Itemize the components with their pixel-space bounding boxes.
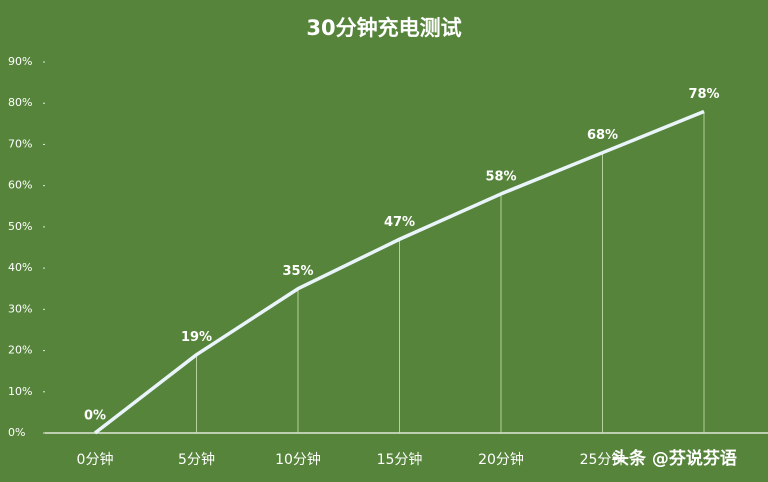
y-tick-label: 10%: [8, 385, 32, 398]
y-tick-label: 90%: [8, 55, 32, 68]
x-tick-label: 20分钟: [478, 451, 524, 468]
y-tick-label: 50%: [8, 220, 32, 233]
y-tick-label: 60%: [8, 179, 32, 192]
data-label: 35%: [282, 264, 313, 279]
y-tick-label: 40%: [8, 261, 32, 274]
y-tick-label: 0%: [8, 426, 25, 439]
data-label: 19%: [181, 330, 212, 345]
x-tick-label: 0分钟: [77, 451, 114, 468]
x-tick-label: 10分钟: [275, 451, 321, 468]
y-tick-label: 80%: [8, 96, 32, 109]
x-tick-label: 5分钟: [178, 451, 215, 468]
data-label: 68%: [587, 128, 618, 143]
data-label: 58%: [485, 169, 516, 184]
data-label: 0%: [84, 409, 106, 424]
y-tick-label: 30%: [8, 302, 32, 315]
x-tick-label: 15分钟: [377, 451, 423, 468]
data-label: 47%: [384, 215, 415, 230]
y-tick-label: 20%: [8, 344, 32, 357]
data-label: 78%: [688, 87, 719, 102]
data-line: [93, 109, 705, 435]
y-tick-label: 70%: [8, 137, 32, 150]
watermark: 头条 @芬说芬语: [612, 448, 737, 469]
x-tick-label: 25分钟: [580, 451, 626, 468]
chart-title: 30分钟充电测试: [306, 16, 461, 40]
